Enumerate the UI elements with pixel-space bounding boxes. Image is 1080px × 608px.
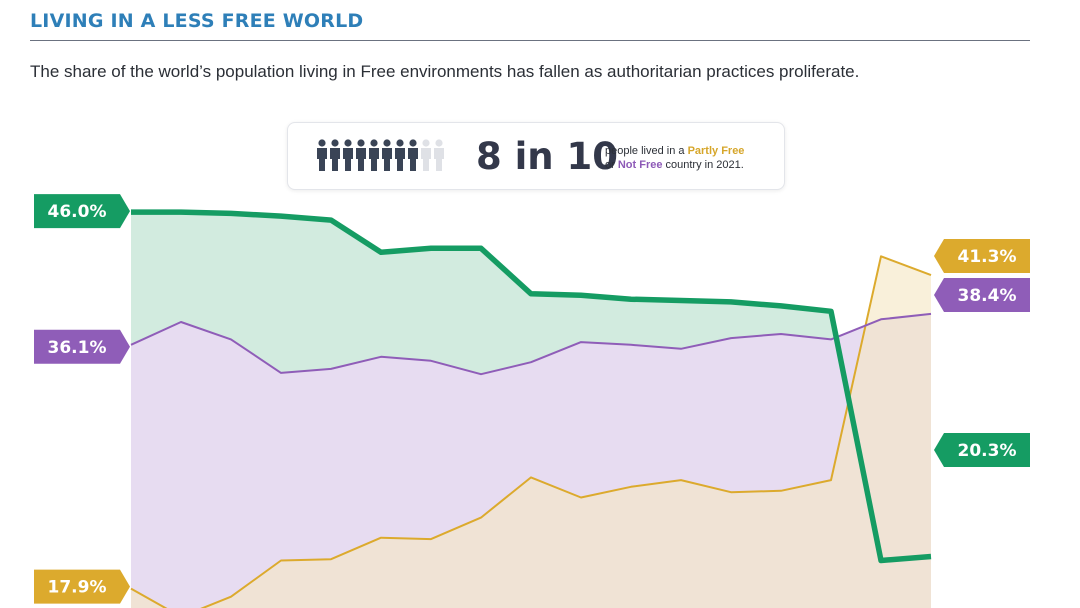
svg-text:20.3%: 20.3% <box>958 441 1017 461</box>
not-free-start-label: 36.1% <box>34 329 130 364</box>
svg-text:36.1%: 36.1% <box>48 338 107 358</box>
chart-areas <box>131 212 931 608</box>
chart-value-tags: 46.0% 36.1% 17.9% 20.3% 38.4% 41.3% <box>34 194 1030 604</box>
partly-free-start-label: 17.9% <box>34 569 130 604</box>
svg-text:38.4%: 38.4% <box>958 286 1017 306</box>
person-icon <box>382 139 392 171</box>
free-line <box>131 209 932 564</box>
callout-description: people lived in a Partly Free or Not Fre… <box>605 145 745 171</box>
partly-free-highlight: Partly Free <box>687 145 745 157</box>
not-free-highlight: Not Free <box>617 159 663 171</box>
person-icon <box>317 139 327 171</box>
svg-text:46.0%: 46.0% <box>48 202 107 222</box>
svg-text:41.3%: 41.3% <box>958 247 1017 267</box>
svg-text:17.9%: 17.9% <box>48 578 107 598</box>
not-free-end-label: 38.4% <box>934 278 1030 312</box>
chart-subtitle: The share of the world’s population livi… <box>30 62 860 81</box>
partly-free-line <box>130 255 932 608</box>
people-icon-row <box>317 139 444 171</box>
not-free-line <box>130 312 932 376</box>
summary-callout: 8 in 10 people lived in a Partly Free or… <box>287 122 785 190</box>
person-icon <box>343 139 353 171</box>
person-icon <box>356 139 366 171</box>
person-icon <box>434 139 444 171</box>
person-icon <box>421 139 431 171</box>
free-start-label: 46.0% <box>34 194 130 229</box>
chart-lines <box>130 209 932 608</box>
person-icon <box>395 139 405 171</box>
person-icon <box>330 139 340 171</box>
callout-big-number: 8 in 10 <box>476 135 619 178</box>
free-end-label: 20.3% <box>934 433 1030 467</box>
partly-free-end-label: 41.3% <box>934 239 1030 273</box>
heading-rule <box>30 40 1030 41</box>
person-icon <box>408 139 418 171</box>
person-icon <box>369 139 379 171</box>
partly-free-area <box>131 256 931 608</box>
chart-heading: LIVING IN A LESS FREE WORLD <box>30 10 364 32</box>
